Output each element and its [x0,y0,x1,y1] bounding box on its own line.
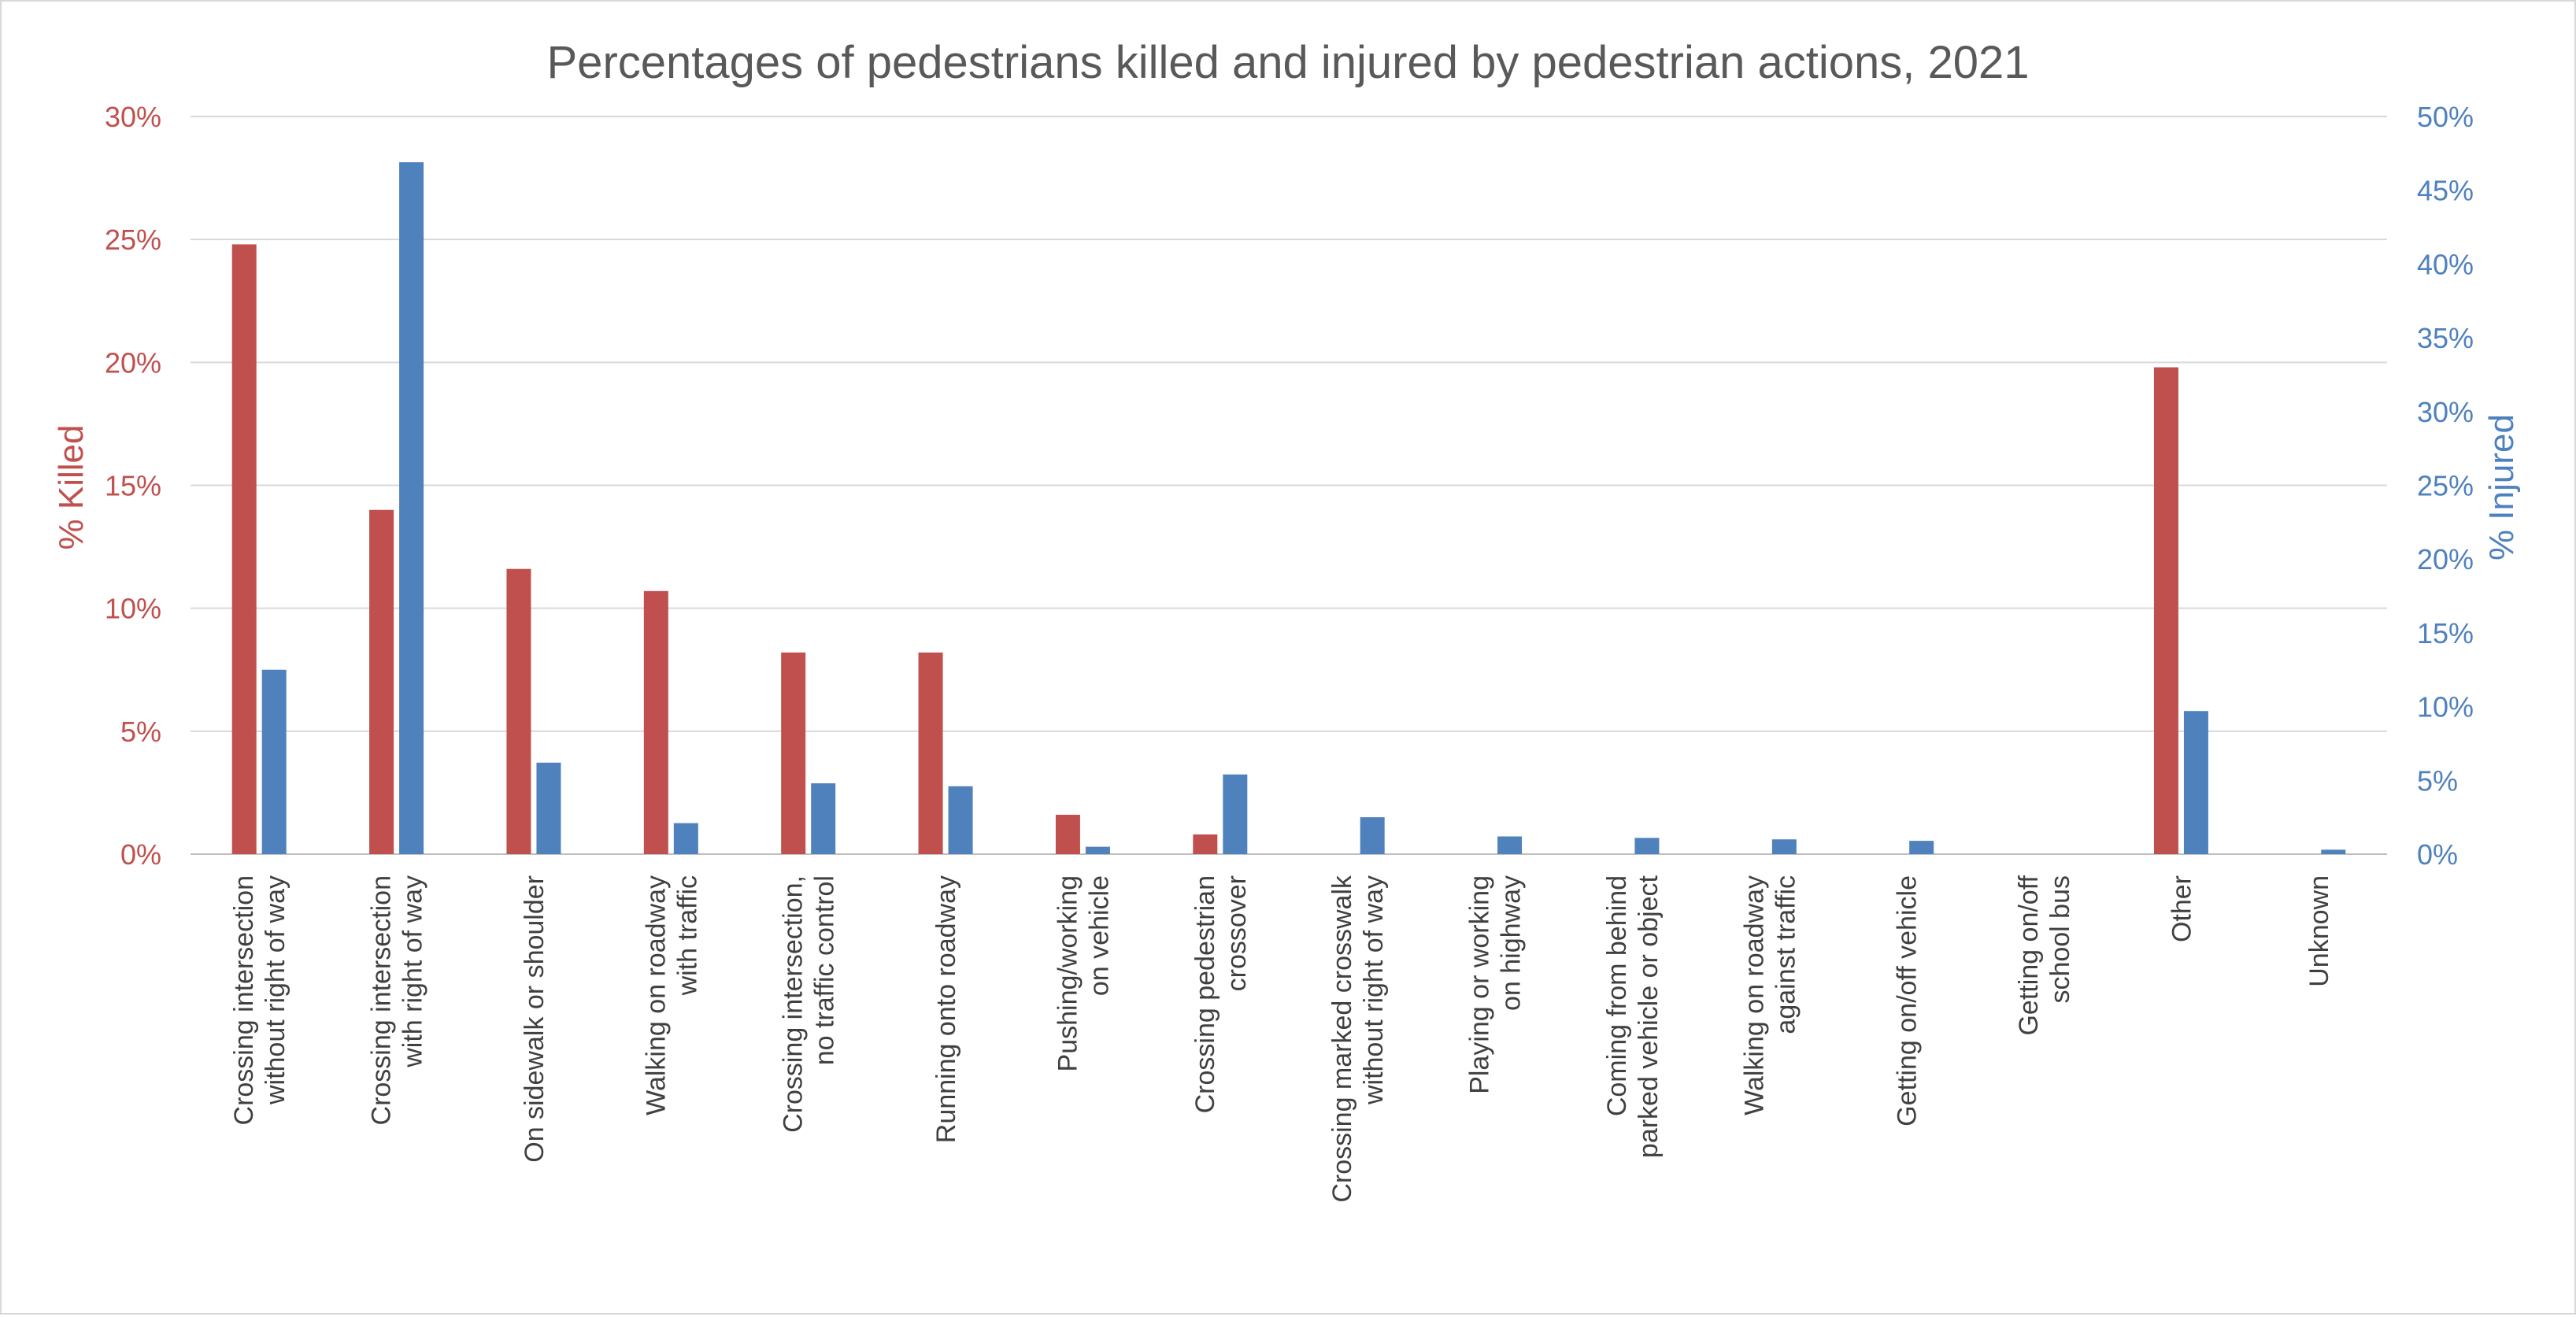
bar-killed [918,652,943,854]
right-tick-label: 10% [2417,691,2474,723]
category-label-line: school bus [2045,875,2075,1004]
category-label-line: Crossing pedestrian [1190,875,1220,1113]
right-tick-label: 15% [2417,617,2474,649]
bar-killed [781,652,806,854]
category-label-line: Getting on/off vehicle [1893,875,1923,1126]
left-tick-label: 10% [105,593,161,625]
bar-killed [1055,815,1080,854]
category-label-line: Walking on roadway [1739,875,1769,1115]
category-label-line: Crossing intersection [229,875,259,1125]
bar-injured [1360,817,1385,854]
category-label: Unknown [2304,875,2334,987]
category-labels: Crossing intersection without right of wa… [229,875,2334,1203]
category-label: Getting on/off school bus [2014,875,2075,1035]
category-label-line: Playing or working [1465,875,1495,1094]
right-tick-label: 50% [2417,101,2474,133]
category-label-line: Getting on/off [2014,875,2044,1035]
category-label-line: with right of way [398,875,428,1068]
right-tick-label: 30% [2417,396,2474,428]
category-label-line: Crossing marked crosswalk [1327,875,1357,1203]
left-tick-label: 20% [105,346,161,379]
category-label-line: without right of way [1359,875,1389,1105]
left-tick-label: 0% [120,838,161,871]
category-label: Crossing marked crosswalk without right o… [1327,875,1389,1203]
left-tick-label: 15% [105,470,161,502]
category-label-line: no traffic control [810,875,840,1065]
category-label: Crossing intersection with right of way [367,875,428,1125]
category-label-line: with traffic [672,875,702,996]
bar-killed [369,509,394,854]
left-axis-ticks: 0% 5% 10% 15% 20% 25% 30% [105,101,161,871]
category-label-line: against traffic [1771,875,1801,1034]
bar-injured [1223,774,1248,854]
category-label: Crossing pedestrian crossover [1190,875,1252,1113]
bar-killed [2153,367,2178,855]
right-tick-label: 45% [2417,175,2474,207]
bar-killed [1193,834,1218,854]
category-label: Pushing/working on vehicle [1053,875,1114,1071]
category-label-line: Other [2167,875,2197,942]
bar-injured [948,786,973,854]
category-label-line: Coming from behind [1602,875,1632,1116]
category-label-line: Crossing intersection, [779,875,809,1133]
right-tick-label: 40% [2417,248,2474,280]
category-label: On sidewalk or shoulder [520,875,550,1163]
right-tick-label: 0% [2417,838,2458,871]
bar-injured [1771,839,1797,854]
bars [231,162,2346,855]
right-axis-ticks: 0% 5% 10% 15% 20% 25% 30% 35% 40% 45% 50% [2417,101,2474,871]
bar-injured [1085,846,1110,854]
category-label: Running onto roadway [931,875,961,1143]
category-label: Other [2167,875,2197,942]
left-tick-label: 30% [105,101,161,133]
category-label-line: crossover [1222,875,1252,991]
bar-injured [1497,836,1523,854]
category-label: Crossing intersection without right of wa… [229,875,291,1125]
category-label-line: Walking on roadway [641,875,671,1115]
bar-injured [536,762,561,854]
category-label-line: Unknown [2304,875,2334,987]
right-axis-title: % Injured [2482,414,2521,560]
category-label: Coming from behind parked vehicle or obje… [1602,875,1664,1158]
bar-injured [1634,838,1660,854]
bar-killed [231,244,257,854]
category-label-line: Crossing intersection [367,875,397,1125]
bar-injured [2321,849,2346,854]
bar-injured [399,162,424,854]
category-label: Crossing intersection, no traffic control [779,875,840,1133]
bar-killed [506,568,531,854]
gridlines [191,116,2387,855]
right-tick-label: 5% [2417,764,2458,797]
right-tick-label: 35% [2417,322,2474,354]
right-tick-label: 25% [2417,470,2474,502]
category-label-line: parked vehicle or object [1634,875,1664,1158]
category-label: Walking on roadway with traffic [641,875,702,1115]
left-tick-label: 5% [120,716,161,748]
bar-injured [673,823,698,854]
category-label-line: On sidewalk or shoulder [520,875,550,1163]
bar-injured [261,669,287,854]
chart-title: Percentages of pedestrians killed and in… [547,37,2030,88]
bar-injured [2183,711,2208,854]
bar-killed [643,590,668,854]
bar-injured [811,783,836,854]
category-label-line: Running onto roadway [931,875,961,1143]
category-label-line: on highway [1497,875,1527,1011]
category-label-line: on vehicle [1084,875,1114,996]
category-label: Playing or working on highway [1465,875,1527,1094]
left-axis-title: % Killed [52,425,91,550]
category-label-line: without right of way [261,875,291,1105]
bar-injured [1909,841,1934,854]
right-tick-label: 20% [2417,543,2474,575]
category-label: Getting on/off vehicle [1893,875,1923,1126]
category-label-line: Pushing/working [1053,875,1083,1071]
category-label: Walking on roadway against traffic [1739,875,1801,1115]
left-tick-label: 25% [105,224,161,256]
